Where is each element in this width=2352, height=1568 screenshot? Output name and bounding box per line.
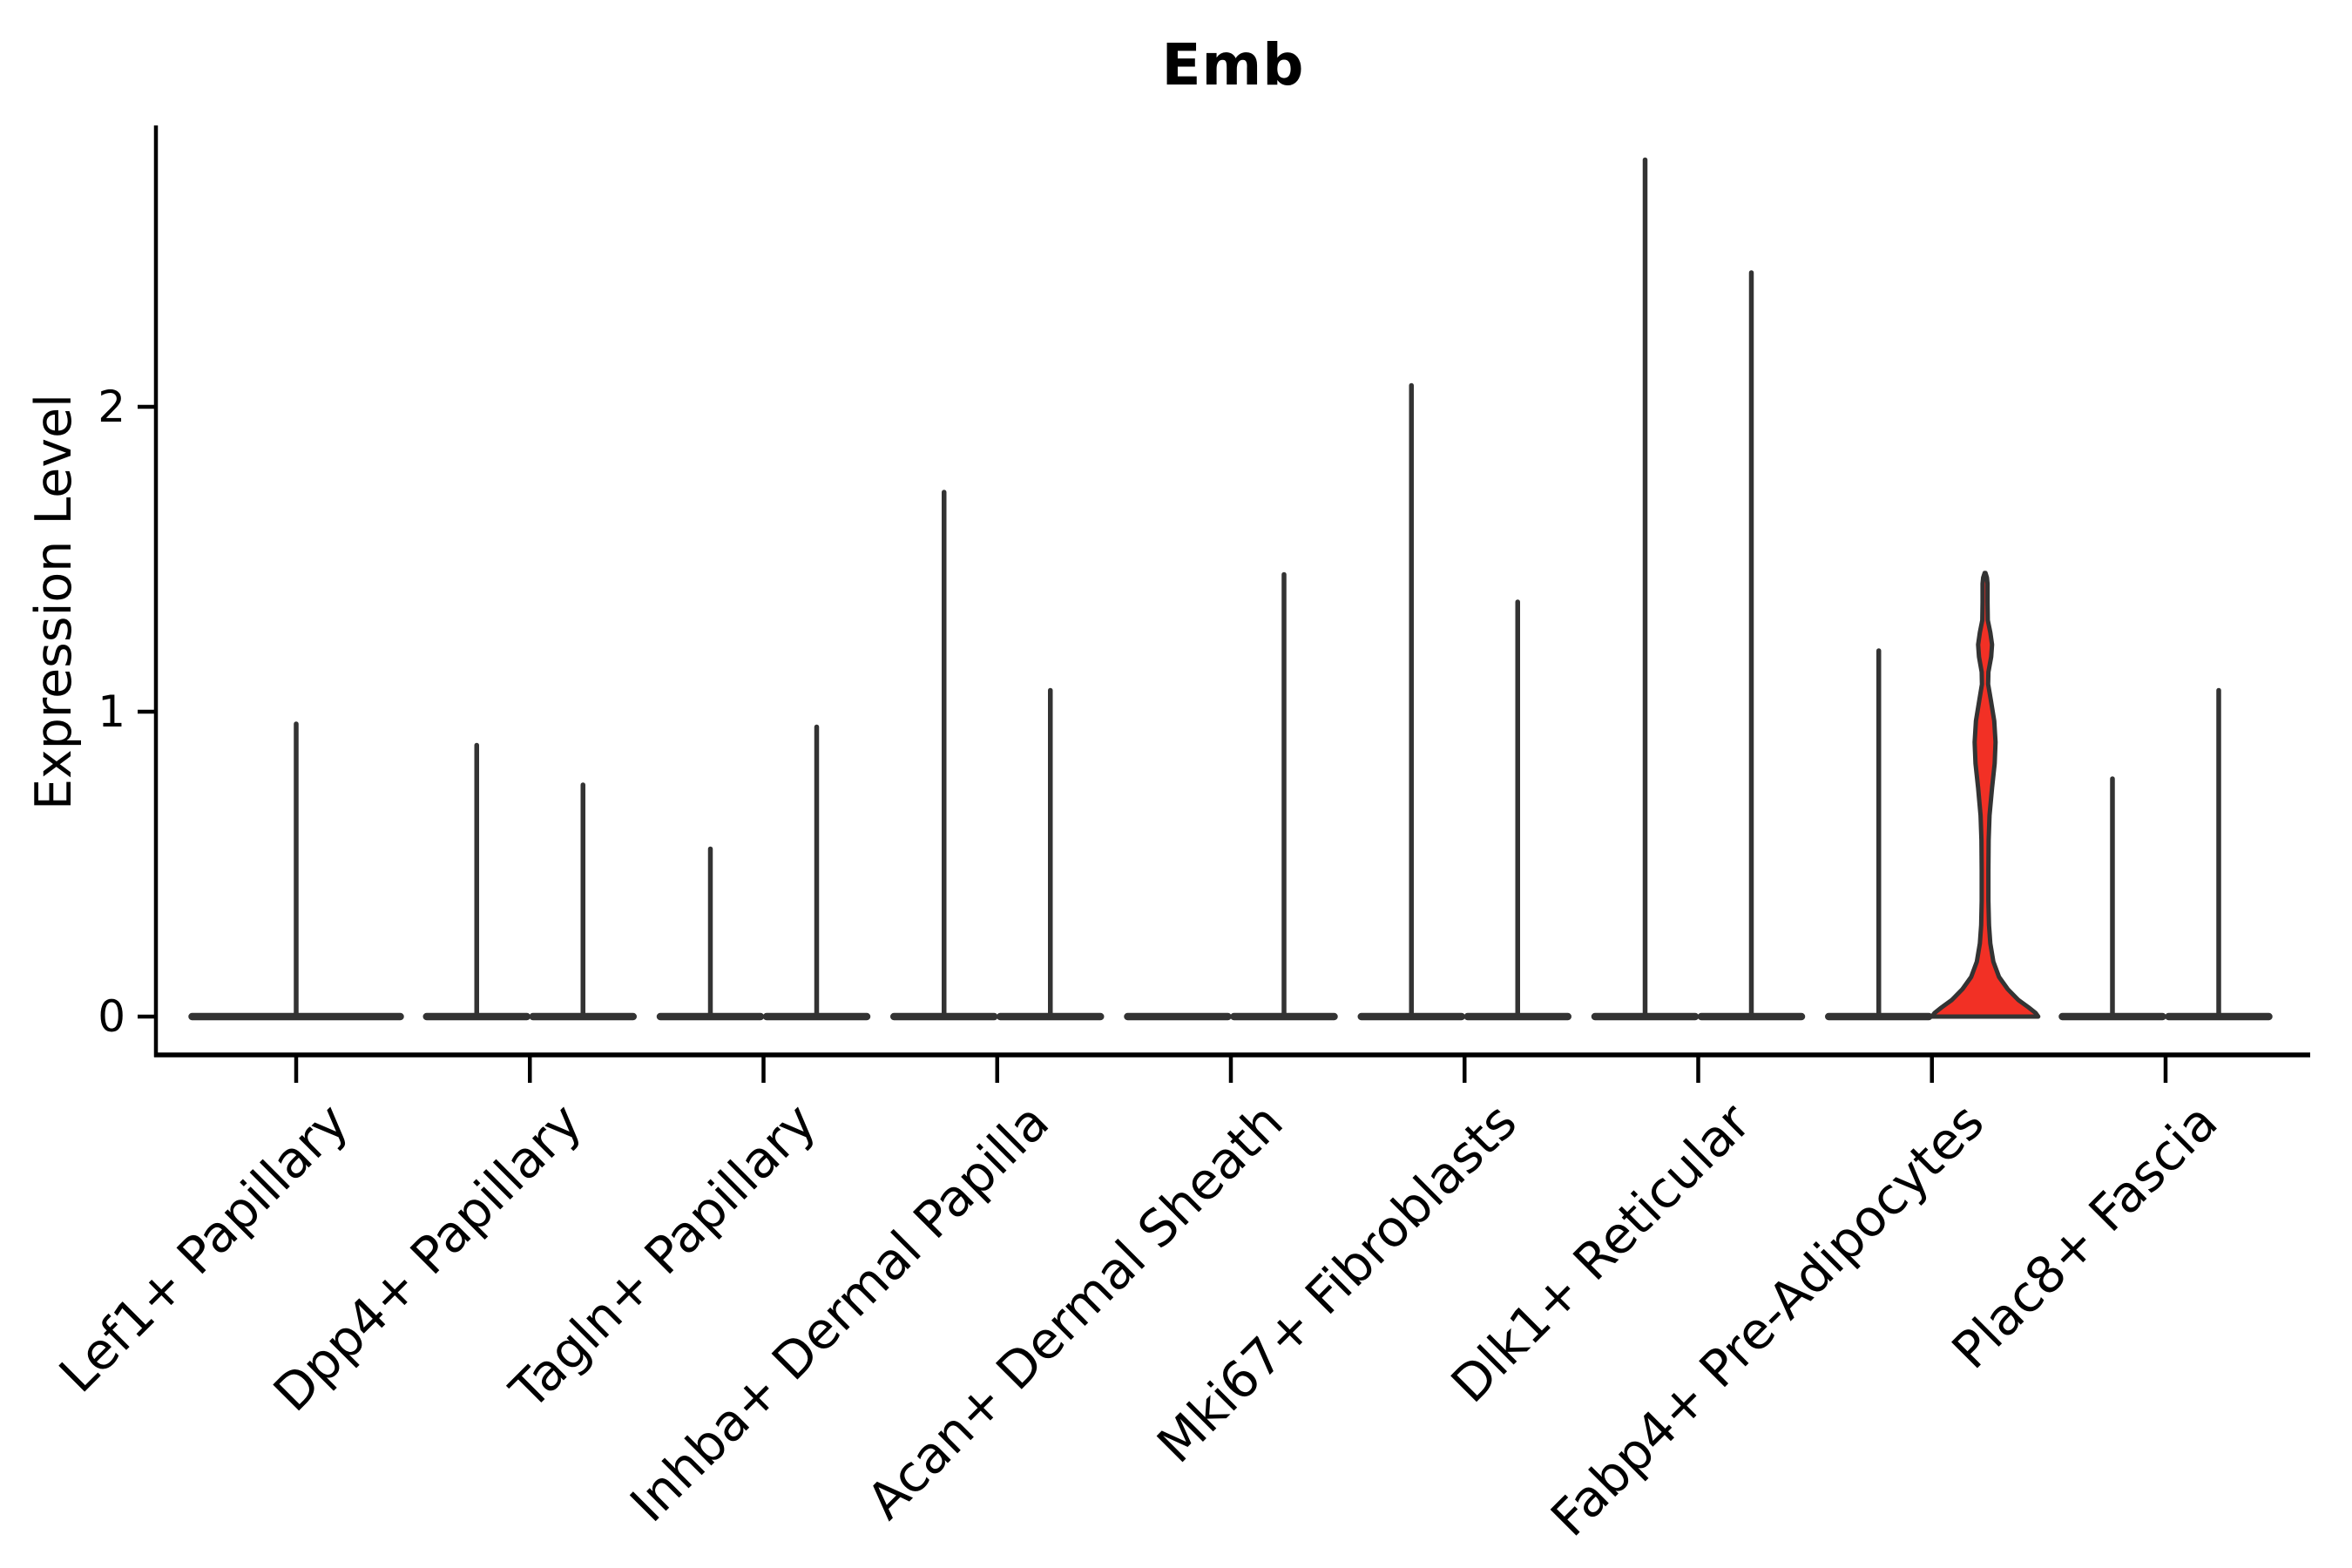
y-tick-label: 1	[98, 686, 125, 737]
highlighted-violin	[1930, 571, 2041, 1019]
y-tick-label: 0	[98, 991, 125, 1042]
plot-title: Emb	[1161, 31, 1305, 98]
y-tick-label: 2	[98, 382, 125, 432]
